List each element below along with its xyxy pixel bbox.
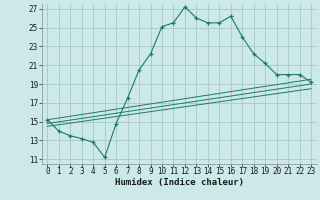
X-axis label: Humidex (Indice chaleur): Humidex (Indice chaleur) bbox=[115, 178, 244, 187]
